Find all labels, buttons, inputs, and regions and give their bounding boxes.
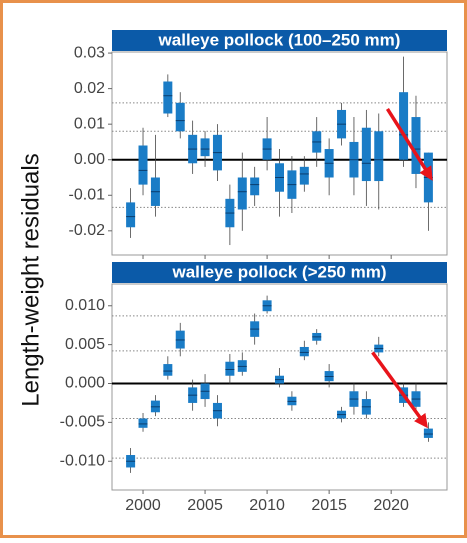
y-tick-label: 0.03 — [74, 44, 105, 61]
y-tick-label: 0.00 — [74, 151, 105, 168]
y-axis-label: Length-weight residuals — [17, 153, 44, 407]
box — [250, 177, 260, 196]
panel-title: walleye pollock (>250 mm) — [171, 262, 386, 281]
box — [163, 364, 173, 376]
y-tick-label: 0.02 — [74, 80, 105, 97]
box — [299, 346, 309, 357]
x-tick-label: 2005 — [187, 497, 223, 514]
box — [399, 92, 409, 160]
box — [138, 145, 148, 185]
y-tick-label: -0.010 — [60, 452, 105, 469]
y-tick-label: -0.005 — [60, 414, 105, 431]
arrow — [371, 351, 428, 429]
box — [163, 81, 173, 114]
y-tick-label: -0.01 — [69, 186, 106, 203]
x-tick-label: 2020 — [373, 497, 409, 514]
box — [299, 166, 309, 185]
y-tick-label: 0.01 — [74, 115, 105, 132]
box — [200, 138, 210, 157]
box — [138, 418, 148, 428]
box — [225, 361, 235, 376]
header — [112, 262, 447, 283]
box — [374, 131, 384, 182]
box — [237, 177, 247, 210]
header — [112, 30, 447, 51]
x-tick-label: 2000 — [125, 497, 161, 514]
y-tick-label: -0.02 — [69, 222, 106, 239]
box — [175, 102, 185, 132]
box — [423, 428, 433, 438]
panel-title: walleye pollock (100–250 mm) — [158, 30, 401, 49]
box — [361, 127, 371, 182]
y-tick-label: 0.005 — [65, 336, 105, 353]
x-tick-label: 2010 — [249, 497, 285, 514]
box — [126, 202, 136, 228]
box — [411, 117, 421, 174]
x-tick-label: 2015 — [311, 497, 347, 514]
arrow — [385, 107, 433, 181]
y-tick-label: 0.000 — [65, 375, 105, 392]
y-tick-label: 0.010 — [65, 297, 105, 314]
